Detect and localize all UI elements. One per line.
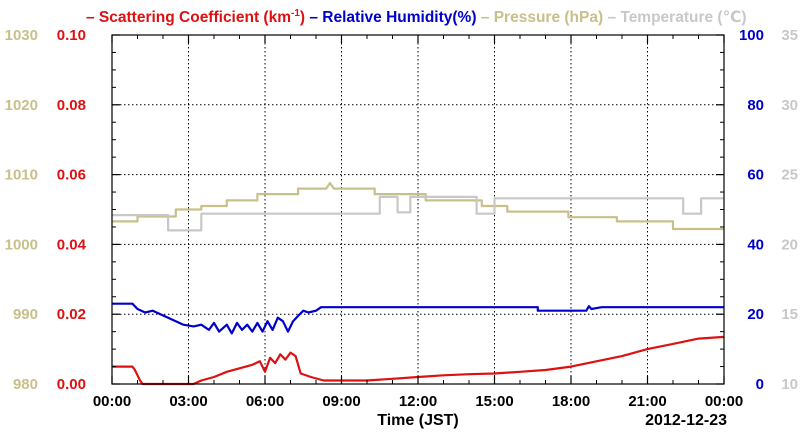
legend-entry: – Scattering Coefficient (km bbox=[86, 9, 291, 26]
y-tick-label-scattering: 0.04 bbox=[57, 236, 87, 253]
grid-lines bbox=[112, 35, 724, 384]
legend-superscript: -1 bbox=[291, 8, 300, 19]
y-tick-label-humidity: 20 bbox=[747, 306, 764, 323]
date-label: 2012-12-23 bbox=[645, 412, 727, 429]
x-tick-label: 00:00 bbox=[705, 393, 743, 410]
legend-entry: – Pressure (hPa) bbox=[476, 9, 603, 26]
y-tick-label-scattering: 0.10 bbox=[57, 27, 86, 44]
y-tick-label-humidity: 40 bbox=[747, 236, 764, 253]
x-tick-label: 15:00 bbox=[475, 393, 513, 410]
y-tick-label-pressure: 1020 bbox=[5, 97, 38, 114]
legend-text: – Scattering Coefficient (km-1) – Relati… bbox=[86, 8, 747, 26]
y-tick-label-scattering: 0.00 bbox=[57, 376, 86, 393]
y-tick-label-pressure: 1030 bbox=[5, 27, 38, 44]
series-line-scattering bbox=[112, 335, 725, 386]
y-tick-label-temperature: 10 bbox=[781, 376, 798, 393]
series-layer bbox=[112, 181, 725, 386]
legend-close: ) bbox=[300, 9, 305, 26]
y-tick-label-scattering: 0.02 bbox=[57, 306, 86, 323]
y-tick-label-temperature: 30 bbox=[781, 97, 798, 114]
y-tick-label-pressure: 990 bbox=[13, 306, 38, 323]
y-tick-label-temperature: 15 bbox=[781, 306, 798, 323]
legend-entry: – Temperature (℃) bbox=[603, 9, 746, 26]
legend-entry: – Relative Humidity(%) bbox=[305, 9, 476, 26]
series-line-humidity bbox=[112, 302, 724, 335]
y-tick-label-humidity: 100 bbox=[739, 27, 764, 44]
x-tick-label: 09:00 bbox=[322, 393, 360, 410]
series-line-temperature bbox=[112, 195, 724, 232]
x-tick-label: 12:00 bbox=[399, 393, 437, 410]
y-tick-label-temperature: 25 bbox=[781, 167, 798, 184]
x-tick-label: 18:00 bbox=[552, 393, 590, 410]
x-tick-label: 06:00 bbox=[246, 393, 284, 410]
y-tick-label-temperature: 35 bbox=[781, 27, 798, 44]
y-tick-label-pressure: 1010 bbox=[5, 167, 38, 184]
y-tick-label-scattering: 0.06 bbox=[57, 167, 86, 184]
x-tick-label: 03:00 bbox=[169, 393, 207, 410]
axis-labels: 00:00 03:00 06:00 09:00 12:00 15:00 18:00 21:00… bbox=[5, 27, 798, 410]
axis-ticks bbox=[111, 34, 725, 385]
y-tick-label-humidity: 0 bbox=[756, 376, 764, 393]
y-tick-label-humidity: 80 bbox=[747, 97, 764, 114]
y-tick-label-temperature: 20 bbox=[781, 236, 798, 253]
x-axis-label: Time (JST) bbox=[377, 412, 459, 429]
y-tick-label-humidity: 60 bbox=[747, 167, 764, 184]
y-tick-label-scattering: 0.08 bbox=[57, 97, 86, 114]
x-tick-label: 00:00 bbox=[93, 393, 131, 410]
series-line-pressure bbox=[112, 181, 724, 231]
chart-legend: – Scattering Coefficient (km-1) – Relati… bbox=[86, 8, 747, 26]
y-tick-label-pressure: 980 bbox=[13, 376, 38, 393]
y-tick-label-pressure: 1000 bbox=[5, 236, 38, 253]
x-tick-label: 21:00 bbox=[628, 393, 666, 410]
